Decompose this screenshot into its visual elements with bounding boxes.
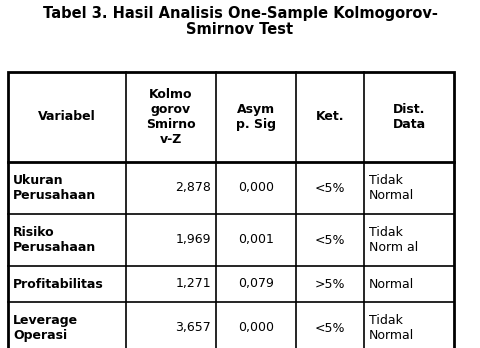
- Text: Profitabilitas: Profitabilitas: [13, 277, 104, 291]
- Bar: [8, 72, 454, 348]
- Text: 2,878: 2,878: [175, 182, 211, 195]
- Text: <5%: <5%: [315, 234, 345, 246]
- Text: Leverage
Operasi: Leverage Operasi: [13, 314, 78, 342]
- Text: 0,001: 0,001: [238, 234, 274, 246]
- Text: Risiko
Perusahaan: Risiko Perusahaan: [13, 226, 96, 254]
- Text: 1,969: 1,969: [176, 234, 211, 246]
- Text: 1,271: 1,271: [175, 277, 211, 291]
- Text: Ket.: Ket.: [316, 111, 344, 124]
- Text: Ukuran
Perusahaan: Ukuran Perusahaan: [13, 174, 96, 202]
- Text: Dist.
Data: Dist. Data: [393, 103, 426, 131]
- Text: <5%: <5%: [315, 182, 345, 195]
- Text: Tidak
Normal: Tidak Normal: [369, 314, 414, 342]
- Text: 3,657: 3,657: [175, 322, 211, 334]
- Text: Variabel: Variabel: [38, 111, 96, 124]
- Text: <5%: <5%: [315, 322, 345, 334]
- Text: Smirnov Test: Smirnov Test: [186, 22, 294, 37]
- Text: >5%: >5%: [315, 277, 345, 291]
- Text: Tidak
Normal: Tidak Normal: [369, 174, 414, 202]
- Text: Tidak
Norm al: Tidak Norm al: [369, 226, 418, 254]
- Text: 0,000: 0,000: [238, 322, 274, 334]
- Text: Normal: Normal: [369, 277, 414, 291]
- Text: Asym
p. Sig: Asym p. Sig: [236, 103, 276, 131]
- Text: 0,079: 0,079: [238, 277, 274, 291]
- Text: Kolmo
gorov
Smirno
v-Z: Kolmo gorov Smirno v-Z: [146, 88, 196, 146]
- Text: Tabel 3. Hasil Analisis One-Sample Kolmogorov-: Tabel 3. Hasil Analisis One-Sample Kolmo…: [43, 6, 437, 21]
- Text: 0,000: 0,000: [238, 182, 274, 195]
